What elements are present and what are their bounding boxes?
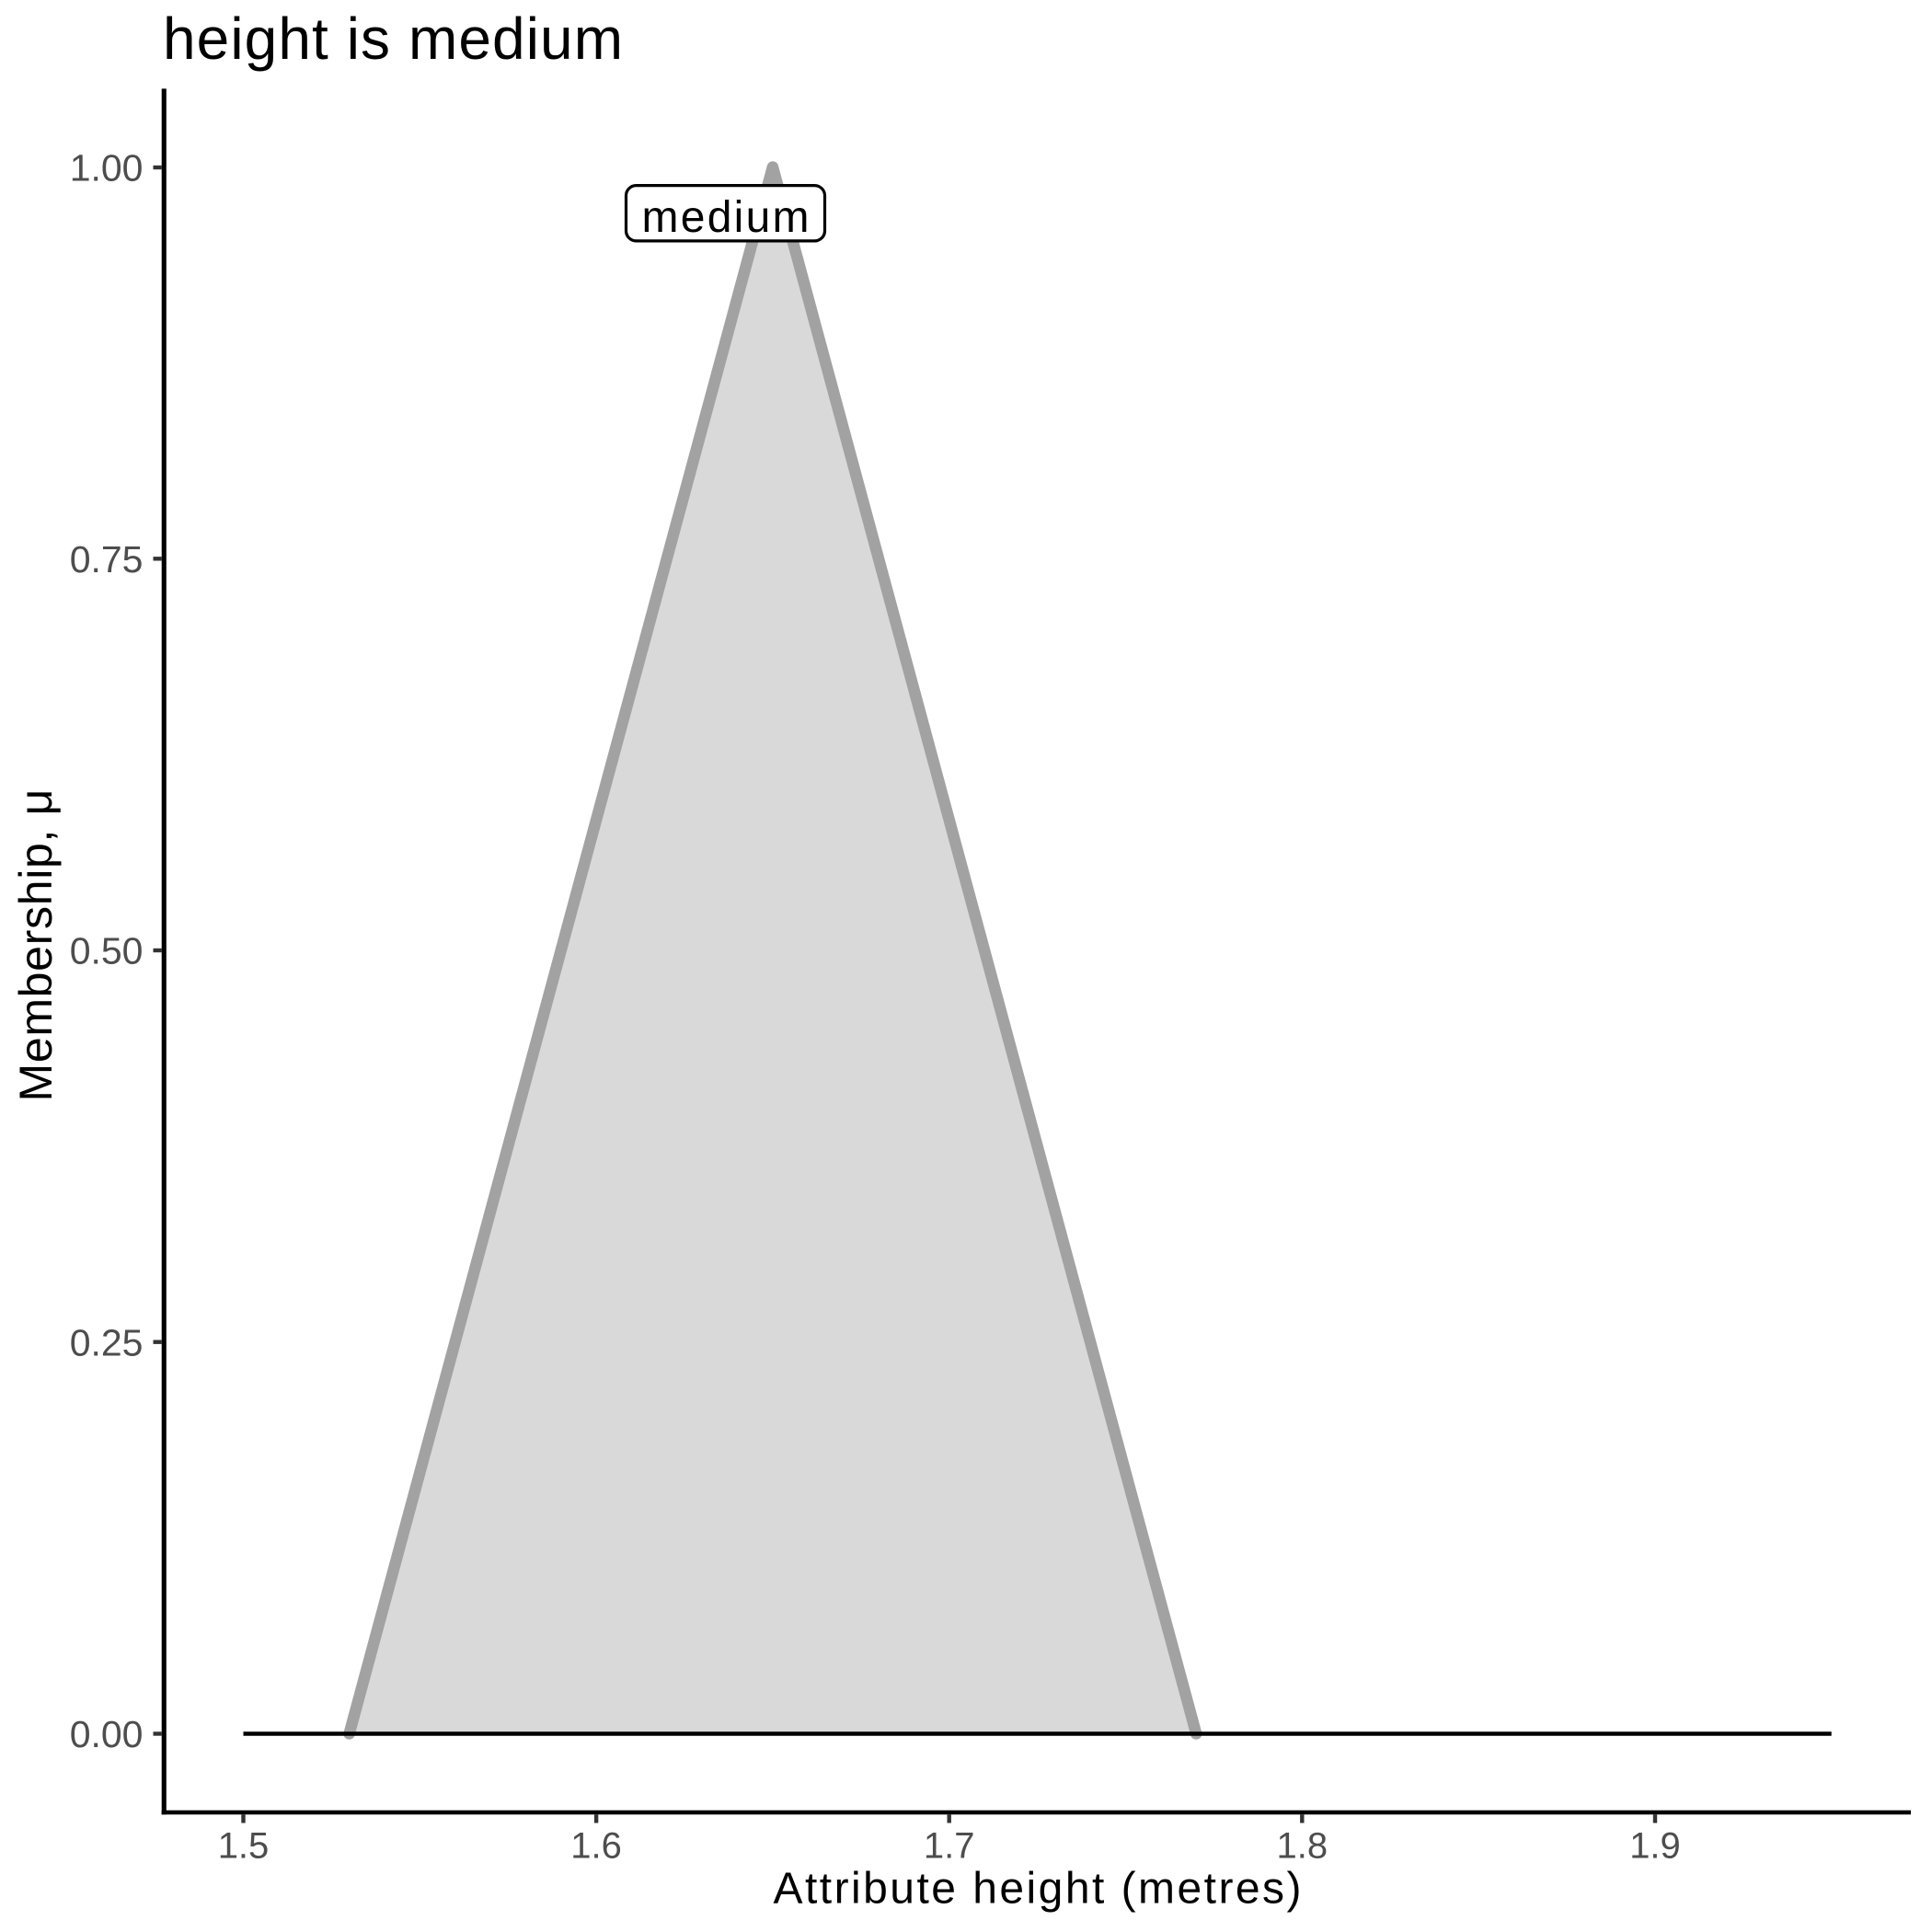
svg-text:1.00: 1.00 (70, 147, 144, 190)
svg-text:0.25: 0.25 (70, 1321, 144, 1363)
svg-text:1.9: 1.9 (1629, 1826, 1681, 1867)
svg-text:medium: medium (642, 193, 810, 242)
svg-text:1.8: 1.8 (1276, 1826, 1328, 1867)
svg-text:0.00: 0.00 (70, 1713, 144, 1755)
svg-text:Membership, μ: Membership, μ (10, 789, 62, 1102)
svg-text:0.75: 0.75 (70, 538, 144, 581)
svg-text:height is medium: height is medium (163, 6, 623, 72)
svg-text:1.6: 1.6 (570, 1826, 622, 1867)
svg-text:0.50: 0.50 (70, 930, 144, 972)
svg-text:1.7: 1.7 (924, 1826, 975, 1867)
svg-text:1.5: 1.5 (218, 1826, 270, 1867)
